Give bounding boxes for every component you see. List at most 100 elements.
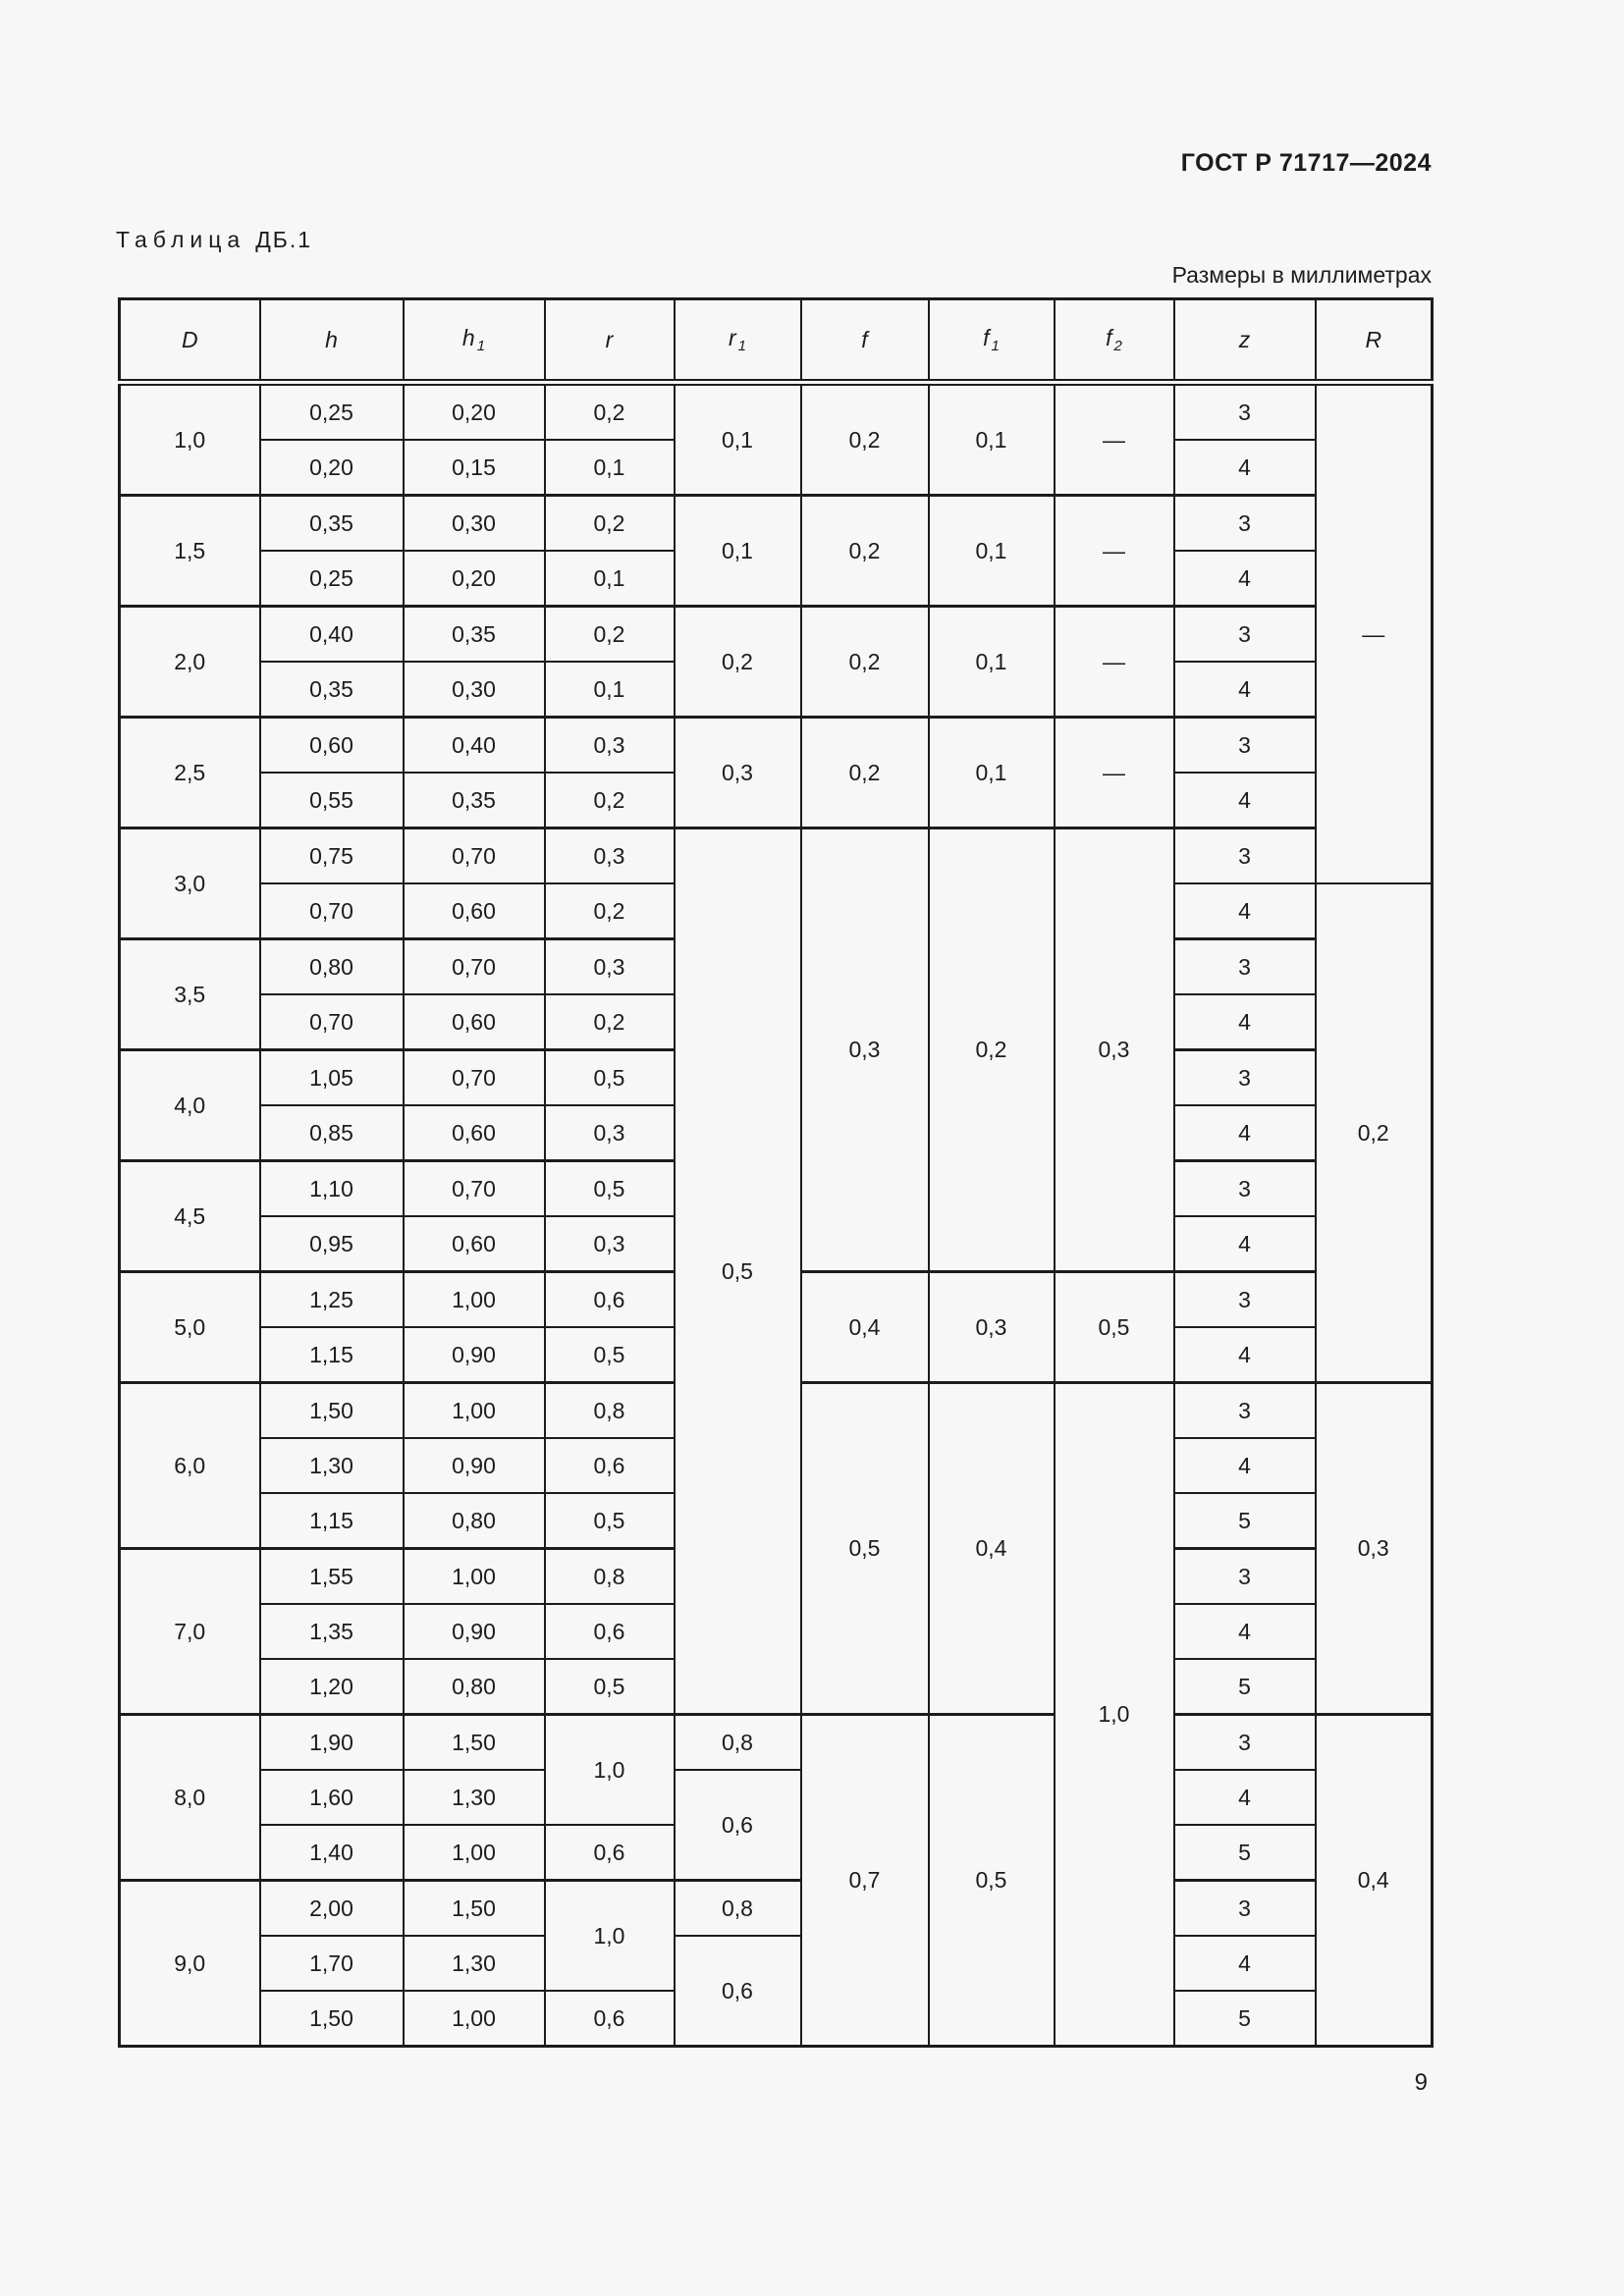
- cell-r1: 0,5: [673, 827, 802, 1716]
- cell-h: 1,50: [258, 1381, 405, 1439]
- cell-z: 3: [1172, 494, 1317, 552]
- cell-h1: 0,15: [402, 439, 546, 497]
- table-row: 0,70 0,60 0,2 4: [120, 993, 1433, 1051]
- cell-D: 3,5: [118, 937, 261, 1051]
- cell-f1: 0,1: [927, 381, 1056, 497]
- table-row: 1,30 0,90 0,6 4: [120, 1437, 1433, 1494]
- cell-h: 0,85: [258, 1104, 405, 1162]
- cell-h1: 1,30: [402, 1769, 546, 1826]
- cell-h1: 1,50: [402, 1879, 546, 1937]
- column-header-h: h: [258, 297, 405, 386]
- table-row: 1,60 1,30 0,6 4: [120, 1769, 1433, 1882]
- cell-h: 1,50: [258, 1990, 405, 2048]
- table-row: 3,5 0,80 0,70 0,3 3: [118, 937, 1433, 1051]
- cell-h: 1,40: [258, 1824, 405, 1882]
- cell-z: 3: [1172, 1547, 1317, 1605]
- cell-D: 4,0: [118, 1048, 261, 1162]
- cell-h: 1,90: [258, 1713, 405, 1771]
- table-row: 2,5 0,60 0,40 0,3 0,3 0,2 0,1—3: [118, 716, 1433, 829]
- cell-r: 0,6: [543, 1270, 676, 1328]
- table-row: 1,50 1,00 0,6 5: [120, 1990, 1433, 2048]
- cell-h1: 0,60: [402, 1104, 546, 1162]
- table-row: 1,70 1,30 0,6 4: [120, 1935, 1433, 2048]
- cell-z: 4: [1172, 1603, 1317, 1660]
- cell-h1: 0,70: [402, 827, 546, 884]
- table-row: 1,15 0,80 0,5 5: [120, 1492, 1433, 1550]
- cell-z: 3: [1172, 827, 1317, 884]
- cell-D: 9,0: [118, 1879, 261, 2048]
- cell-f1: 0,1: [927, 716, 1056, 829]
- cell-R: 0,4: [1314, 1713, 1434, 2048]
- cell-h1: 1,00: [402, 1270, 546, 1328]
- cell-h1: 1,00: [402, 1824, 546, 1882]
- cell-z: 4: [1172, 1215, 1317, 1273]
- cell-h: 0,80: [258, 937, 405, 995]
- table-row: 2,0 0,40 0,35 0,2 0,2 0,2 0,1—3: [118, 605, 1433, 719]
- cell-z: 4: [1172, 661, 1317, 719]
- cell-r1: 0,2: [673, 605, 802, 719]
- cell-r: 0,2: [543, 882, 676, 940]
- cell-r: 0,6: [543, 1990, 676, 2048]
- cell-h1: 1,00: [402, 1990, 546, 2048]
- cell-r: 0,5: [543, 1658, 676, 1716]
- cell-r1: 0,6: [673, 1935, 802, 2048]
- cell-r: 1,0: [543, 1879, 676, 1992]
- cell-h: 1,55: [258, 1547, 405, 1605]
- cell-h: 1,30: [258, 1437, 405, 1494]
- page-number: 9: [1414, 2069, 1428, 2096]
- cell-h1: 0,35: [402, 772, 546, 829]
- cell-h1: 0,60: [402, 882, 546, 940]
- cell-r: 0,1: [543, 439, 676, 497]
- cell-f: 0,2: [799, 381, 930, 497]
- cell-h: 1,05: [258, 1048, 405, 1106]
- cell-h1: 0,90: [402, 1437, 546, 1494]
- cell-h: 2,00: [258, 1879, 405, 1937]
- cell-h: 1,15: [258, 1326, 405, 1384]
- cell-r: 0,3: [543, 716, 676, 774]
- cell-z: 5: [1172, 1658, 1317, 1716]
- cell-h: 0,70: [258, 993, 405, 1051]
- cell-r: 0,8: [543, 1381, 676, 1439]
- cell-h1: 0,30: [402, 661, 546, 719]
- cell-h1: 0,80: [402, 1658, 546, 1716]
- cell-D: 8,0: [118, 1713, 261, 1882]
- cell-r: 0,6: [543, 1437, 676, 1494]
- column-header-f: f: [799, 297, 930, 386]
- cell-r: 0,1: [543, 550, 676, 608]
- cell-h: 1,10: [258, 1159, 405, 1217]
- cell-h1: 0,70: [402, 1048, 546, 1106]
- cell-h: 1,60: [258, 1769, 405, 1826]
- cell-f: 0,2: [799, 605, 930, 719]
- table-row: 1,15 0,90 0,5 4: [120, 1326, 1433, 1384]
- table-row: 0,25 0,20 0,1 4: [120, 550, 1433, 608]
- cell-r1: 0,6: [673, 1769, 802, 1882]
- cell-f: 0,2: [799, 494, 930, 608]
- cell-h: 0,60: [258, 716, 405, 774]
- cell-h1: 0,70: [402, 937, 546, 995]
- cell-h: 0,35: [258, 494, 405, 552]
- cell-r: 0,8: [543, 1547, 676, 1605]
- cell-f2: —: [1053, 716, 1175, 829]
- cell-z: 5: [1172, 1824, 1317, 1882]
- cell-f2: 1,0: [1053, 1381, 1175, 2048]
- cell-z: 3: [1172, 1713, 1317, 1771]
- table-row: 0,20 0,15 0,1 4: [120, 439, 1433, 497]
- cell-r: 0,3: [543, 937, 676, 995]
- cell-r1: 0,1: [673, 494, 802, 608]
- table-caption-word: Таблица: [116, 227, 246, 252]
- cell-D: 3,0: [118, 827, 261, 940]
- cell-r1: 0,3: [673, 716, 802, 829]
- cell-R: —: [1314, 381, 1434, 884]
- cell-h: 0,25: [258, 381, 405, 441]
- cell-h: 0,35: [258, 661, 405, 719]
- table-row: 0,55 0,35 0,2 4: [120, 772, 1433, 829]
- table-row: 0,70 0,60 0,2 4 0,2: [120, 882, 1434, 1384]
- table-row: 6,0 1,50 1,00 0,8 0,5 0,4 1,0 3 0,3: [118, 1381, 1434, 2048]
- cell-r: 0,5: [543, 1048, 676, 1106]
- cell-z: 3: [1172, 716, 1317, 774]
- cell-h1: 1,50: [402, 1713, 546, 1771]
